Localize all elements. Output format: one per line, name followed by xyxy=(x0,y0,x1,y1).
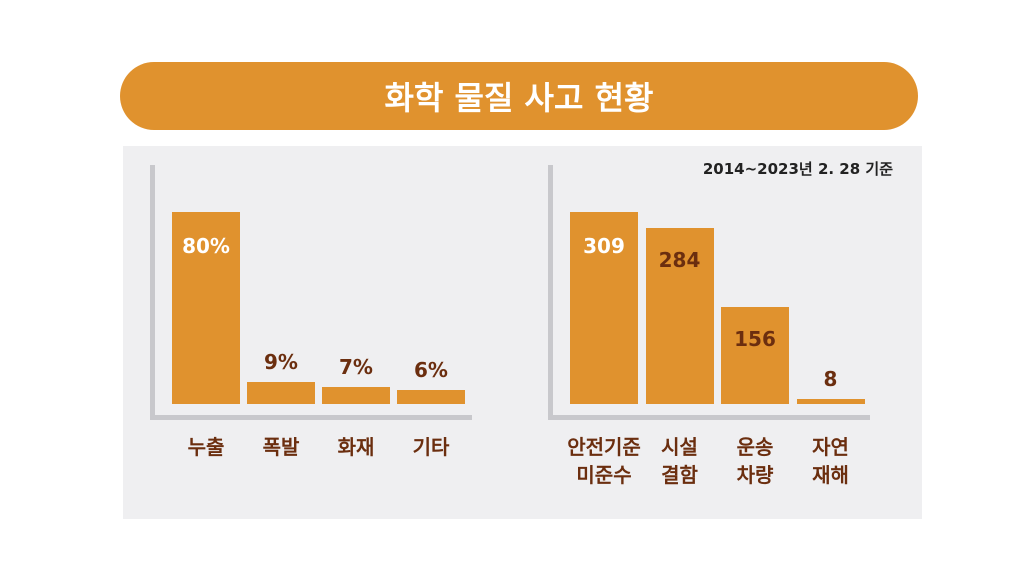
value-label: 309 xyxy=(583,234,625,258)
title-banner: 화학 물질 사고 현황 xyxy=(120,62,918,130)
value-label: 9% xyxy=(264,350,298,375)
category-label: 폭발 xyxy=(262,435,300,459)
bar xyxy=(570,212,638,404)
x-axis xyxy=(150,415,472,420)
y-axis xyxy=(548,165,553,420)
category-label: 기타 xyxy=(412,435,450,459)
bar xyxy=(397,389,465,404)
value-label: 80% xyxy=(182,234,230,258)
bar xyxy=(322,387,390,404)
bar xyxy=(645,227,714,404)
category-label: 안전기준 미준수 xyxy=(567,435,641,487)
category-label: 화재 xyxy=(337,435,375,459)
value-label: 7% xyxy=(339,355,373,380)
note: 2014~2023년 2. 28 기준 xyxy=(702,160,893,178)
category-label: 시설 결함 xyxy=(661,435,698,487)
bar xyxy=(796,399,865,404)
title: 화학 물질 사고 현황 xyxy=(384,79,654,117)
value-label: 8 xyxy=(823,367,838,392)
category-label: 운송 차량 xyxy=(736,435,774,487)
bar xyxy=(172,212,240,404)
x-axis xyxy=(548,415,870,420)
y-axis xyxy=(150,165,155,420)
category-label: 누출 xyxy=(187,435,225,459)
bar xyxy=(247,382,315,404)
value-label: 284 xyxy=(658,247,701,272)
bar xyxy=(721,307,789,404)
category-label: 자연 재해 xyxy=(812,435,849,487)
value-label: 6% xyxy=(414,357,448,382)
value-label: 156 xyxy=(734,327,776,352)
